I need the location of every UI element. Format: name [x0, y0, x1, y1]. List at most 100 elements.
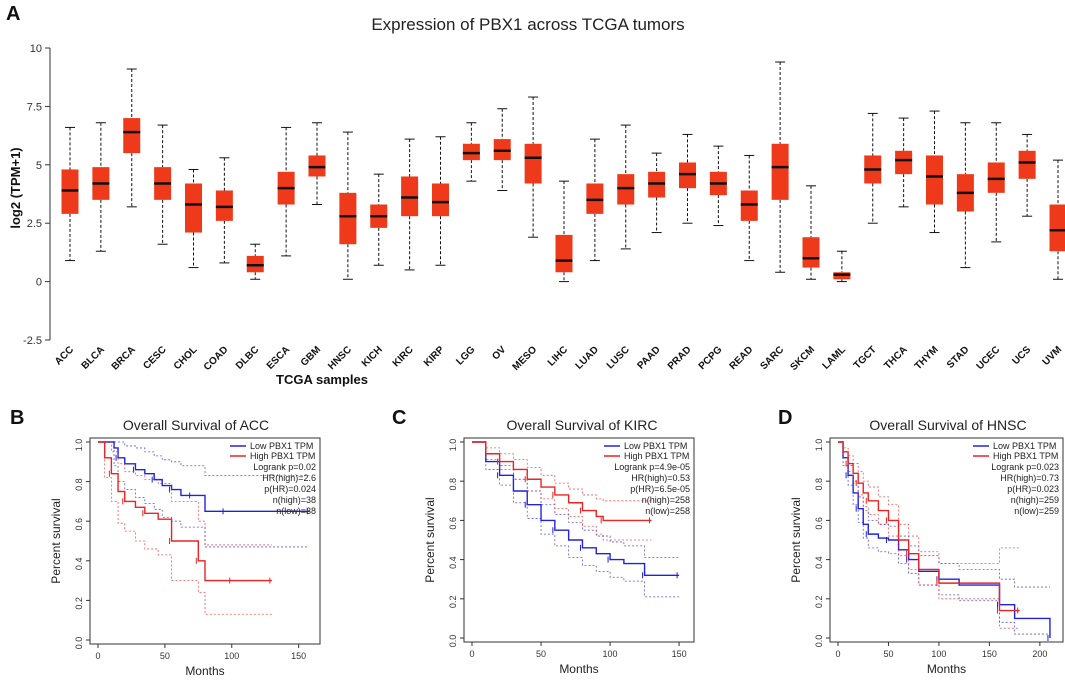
category-label: LUAD [574, 344, 601, 371]
y-tick-label: 0.4 [74, 558, 84, 571]
stat-text: n(high)=38 [273, 495, 316, 505]
stat-text: p(HR)=0.024 [264, 484, 316, 494]
y-tick-label: 1.0 [74, 439, 84, 452]
panel-label-c: C [392, 407, 406, 429]
stat-text: p(HR)=0.023 [1007, 484, 1059, 494]
y-tick-label-a: 7.5 [27, 101, 42, 113]
box-brca [123, 118, 141, 154]
stat-text: Logrank p=0.023 [991, 462, 1059, 472]
category-label: LUSC [605, 344, 632, 371]
category-label: ACC [53, 344, 76, 367]
plot-frame [829, 437, 1064, 643]
stat-text: n(high)=259 [1011, 495, 1059, 505]
chart-title-d: Overall Survival of HNSC [869, 417, 1026, 433]
category-label: LGG [454, 344, 477, 367]
y-tick-label-a: 5 [36, 160, 42, 172]
panel-label-b: B [10, 407, 24, 429]
y-tick-label: 0.2 [74, 597, 84, 610]
category-label: UCEC [975, 344, 1003, 372]
x-tick-label: 150 [291, 651, 306, 661]
y-tick-label: 0.0 [448, 635, 458, 648]
category-label: BRCA [110, 344, 138, 372]
chart-title-a: Expression of PBX1 across TCGA tumors [371, 15, 684, 34]
y-tick-label: 0.2 [814, 596, 824, 609]
y-axis-title-a: log2 (TPM+1) [8, 147, 23, 228]
x-axis-title-a: TCGA samples [276, 372, 368, 387]
stat-text: n(low)=258 [645, 506, 690, 516]
category-label: COAD [202, 344, 231, 373]
category-label: CHOL [172, 344, 200, 372]
y-tick-label: 0.0 [814, 635, 824, 648]
x-tick-label: 100 [603, 649, 618, 659]
chart-title-c: Overall Survival of KIRC [507, 417, 658, 433]
x-tick-label: 50 [536, 649, 546, 659]
legend-label-low: Low PBX1 TPM [250, 441, 313, 451]
category-label: KICH [360, 344, 385, 369]
box-thca [895, 150, 913, 175]
category-label: PAAD [635, 344, 662, 371]
plot-frame [463, 437, 695, 643]
y-tick-label-a: 2.5 [27, 218, 42, 230]
box-uvm [1049, 204, 1065, 252]
x-tick-label: 150 [982, 649, 997, 659]
stat-text: HR(high)=0.73 [1000, 473, 1059, 483]
ci-upper-high [98, 441, 272, 546]
y-tick-label-a: 0 [36, 277, 42, 289]
stat-text: p(HR)=6.5e-05 [630, 484, 690, 494]
ci-lower-high [98, 441, 272, 615]
box-thym [926, 155, 943, 205]
ci-upper-low [98, 441, 310, 477]
category-label: TGCT [852, 344, 879, 371]
box-ucs [1018, 150, 1036, 179]
boxplot-chart: -2.5 0 2.5 5 7.5 10 ACC BLCA BRCA CESC CHOL COAD DLB… [23, 43, 1065, 373]
box-hnsc [339, 192, 357, 245]
x-tick-label: 200 [1032, 649, 1047, 659]
category-label: HNSC [326, 344, 354, 372]
plot-frame [89, 437, 321, 645]
category-label: LIHC [546, 344, 570, 368]
y-tick-label: 0.4 [448, 556, 458, 569]
stat-text: HR(high)=2.6 [262, 473, 316, 483]
category-label: THCA [882, 344, 909, 371]
box-lihc [555, 234, 573, 273]
stat-text: n(high)=258 [642, 495, 690, 505]
legend-label-high: High PBX1 TPM [624, 451, 689, 461]
y-tick-label: 0.8 [448, 478, 458, 491]
y-axis-title: Percent survival [423, 497, 437, 582]
category-label: CESC [141, 344, 168, 371]
legend-label-low: Low PBX1 TPM [624, 441, 687, 451]
y-tick-label: 0.6 [74, 518, 84, 531]
y-tick-label: 0.4 [814, 556, 824, 569]
x-tick-label: 150 [672, 649, 687, 659]
x-tick-label: 50 [883, 649, 893, 659]
x-tick-label: 0 [469, 649, 474, 659]
category-label: ESCA [265, 344, 292, 371]
legend-label-high: High PBX1 TPM [250, 451, 315, 461]
y-tick-label-a: -2.5 [23, 335, 42, 347]
category-label: READ [728, 344, 756, 372]
box-skcm [802, 237, 820, 268]
stat-text: Logrank p=4.9e-05 [614, 462, 690, 472]
category-label: UVM [1041, 344, 1065, 368]
y-tick-label: 0.2 [448, 596, 458, 609]
category-label: SKCM [789, 344, 818, 373]
ci-upper-high [472, 441, 652, 502]
category-label: PCPG [697, 344, 725, 372]
y-tick-label: 0.6 [448, 517, 458, 530]
category-label: KIRP [422, 344, 447, 369]
panel-label-d: D [778, 407, 792, 429]
x-tick-label: 0 [95, 651, 100, 661]
stat-text: n(low)=259 [1014, 506, 1059, 516]
y-tick-label: 0.6 [814, 517, 824, 530]
category-label: DLBC [234, 344, 261, 371]
x-tick-label: 50 [160, 651, 170, 661]
km-chart-hnsc: 0 50 100 150 200 0.0 0.2 0.4 0.6 0.8 1.0 Percent su… [789, 437, 1064, 676]
survival-line-high [98, 441, 272, 582]
category-label: OV [490, 344, 508, 362]
ci-lower-low [472, 441, 680, 598]
y-tick-label-a: 10 [30, 43, 42, 55]
category-label: MESO [511, 344, 540, 373]
survival-line-high [838, 441, 1020, 612]
category-label: BLCA [80, 344, 107, 371]
